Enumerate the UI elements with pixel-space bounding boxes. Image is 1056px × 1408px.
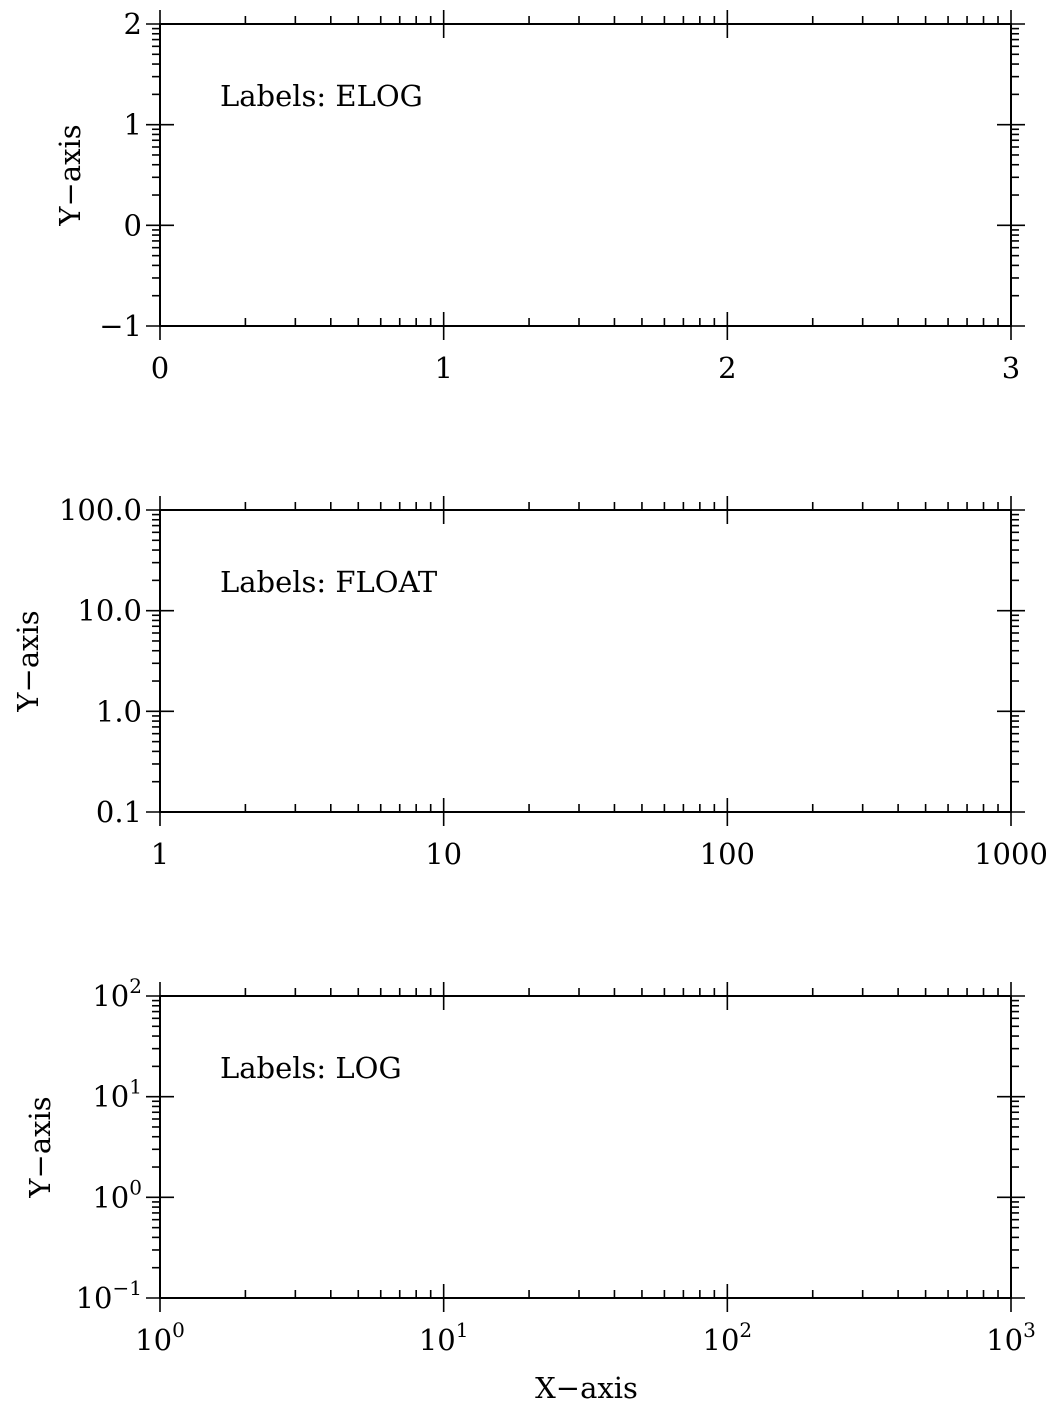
tick-label: 100 bbox=[700, 837, 755, 871]
tick-label: 100 bbox=[135, 1318, 185, 1357]
tick-label-exponent: −1 bbox=[113, 1276, 142, 1300]
tick-label: 10.0 bbox=[77, 594, 142, 628]
tick-label: 2 bbox=[124, 7, 142, 41]
tick-label: 100.0 bbox=[59, 493, 142, 527]
tick-label: 3 bbox=[1002, 351, 1020, 385]
tick-label-base: 10 bbox=[92, 979, 129, 1013]
tick-label: 0 bbox=[151, 351, 169, 385]
tick-label: 102 bbox=[703, 1318, 753, 1357]
tick-label: 103 bbox=[986, 1318, 1036, 1357]
tick-label-exponent: 2 bbox=[739, 1318, 752, 1342]
panel-annotation: Labels: LOG bbox=[220, 1051, 402, 1085]
tick-label: 101 bbox=[92, 1075, 142, 1114]
panel-annotation: Labels: ELOG bbox=[220, 79, 423, 113]
tick-label-base: 10 bbox=[703, 1323, 740, 1357]
y-axis-title: Y−axis bbox=[11, 610, 45, 712]
plot-frame bbox=[159, 995, 1012, 1299]
tick-label-base: 10 bbox=[986, 1323, 1023, 1357]
x-axis-title: X−axis bbox=[535, 1371, 638, 1405]
tick-label-base: 10 bbox=[135, 1323, 172, 1357]
tick-label: 102 bbox=[92, 974, 142, 1013]
plot-frame bbox=[159, 509, 1012, 813]
tick-label-exponent: 0 bbox=[129, 1175, 142, 1199]
y-axis-title: Y−axis bbox=[23, 1096, 57, 1198]
y-axis-title: Y−axis bbox=[53, 124, 87, 226]
tick-label: 2 bbox=[718, 351, 736, 385]
tick-label: −1 bbox=[99, 309, 142, 343]
panel-elog: 0 1 2 3 −1 0 1 2 Labels: ELOG Y−axis bbox=[53, 7, 1025, 385]
tick-label: 101 bbox=[419, 1318, 469, 1357]
tick-label: 1 bbox=[434, 351, 452, 385]
tick-label-exponent: 0 bbox=[172, 1318, 185, 1342]
tick-label: 0.1 bbox=[96, 795, 142, 829]
tick-label-base: 10 bbox=[76, 1281, 113, 1315]
tick-label-base: 10 bbox=[92, 1080, 129, 1114]
tick-label-exponent: 3 bbox=[1023, 1318, 1036, 1342]
panel-float: 1 10 100 1000 0.1 1.0 10.0 100.0 Labels: FLOAT Y−… bbox=[11, 493, 1048, 871]
tick-label-exponent: 1 bbox=[456, 1318, 469, 1342]
tick-label-base: 10 bbox=[92, 1180, 129, 1214]
tick-label: 10 bbox=[425, 837, 462, 871]
tick-label-exponent: 2 bbox=[129, 974, 142, 998]
tick-label: 10−1 bbox=[76, 1276, 142, 1315]
tick-label: 1 bbox=[151, 837, 169, 871]
tick-label: 1 bbox=[124, 108, 142, 142]
panel-annotation: Labels: FLOAT bbox=[220, 565, 438, 599]
tick-label: 0 bbox=[124, 208, 142, 242]
tick-label-base: 10 bbox=[419, 1323, 456, 1357]
tick-label: 1.0 bbox=[96, 694, 142, 728]
tick-label: 1000 bbox=[974, 837, 1048, 871]
tick-label: 100 bbox=[92, 1175, 142, 1214]
plot-frame bbox=[159, 23, 1012, 327]
tick-label-exponent: 1 bbox=[129, 1075, 142, 1099]
